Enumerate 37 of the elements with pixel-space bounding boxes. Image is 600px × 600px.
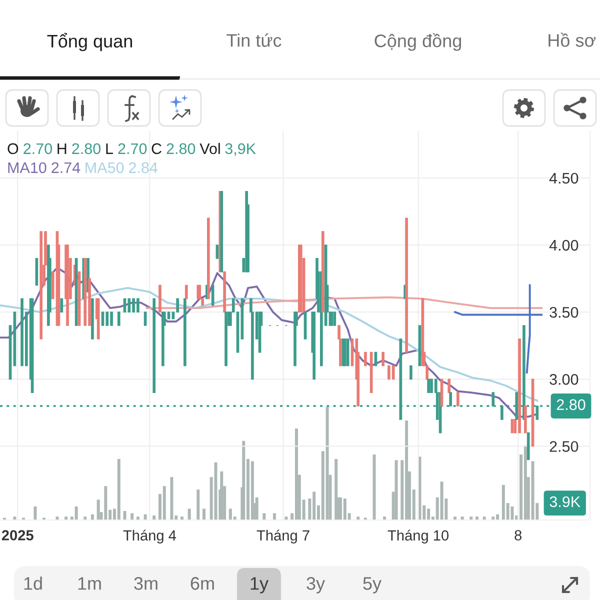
text: 5y (363, 577, 382, 594)
text: 1y (250, 577, 268, 594)
annotation: 2.80 (166, 143, 196, 154)
text: 1d (24, 576, 42, 590)
annotation: 3.9K (550, 496, 580, 508)
text: MA50 (86, 162, 124, 174)
annotation: C (152, 143, 162, 154)
text: 3y (306, 577, 325, 594)
x-tick-label: 2025 (2, 530, 34, 540)
annotation: O (8, 143, 18, 154)
y-tick-label: 4.00 (549, 240, 578, 251)
y-tick-label: 3.00 (550, 374, 578, 385)
text: MA10 (8, 162, 46, 174)
y-tick-label: 2.50 (550, 441, 578, 452)
text: 6m (190, 577, 214, 590)
x-tick-label: 8 (514, 530, 522, 540)
annotation: L (106, 143, 113, 154)
annotation: H (58, 143, 66, 154)
annotation: Vol (200, 142, 220, 154)
text: 3m (134, 577, 158, 590)
ref-line-label: 2.80 (556, 399, 586, 410)
annotation: 2.74 (52, 162, 80, 173)
y-tick-label: 3.50 (550, 306, 578, 318)
annotation: 3,9K (225, 143, 256, 156)
text: Hồ sơ (548, 32, 596, 47)
text: Cộng đồng (374, 33, 462, 51)
text: 1m (78, 577, 101, 590)
y-tick-label: 4.50 (549, 172, 578, 184)
x-tick-label: Tháng 10 (388, 530, 449, 544)
annotation: 2.70 (24, 143, 52, 154)
annotation: 2.84 (129, 162, 158, 174)
text: Tin tức (226, 33, 282, 47)
annotation: 2.80 (72, 143, 101, 154)
x-tick-label: Tháng 7 (256, 530, 310, 544)
annotation: 2.70 (118, 143, 147, 154)
x-tick-label: Tháng 4 (123, 530, 176, 544)
text: Tổng quan (47, 32, 132, 52)
